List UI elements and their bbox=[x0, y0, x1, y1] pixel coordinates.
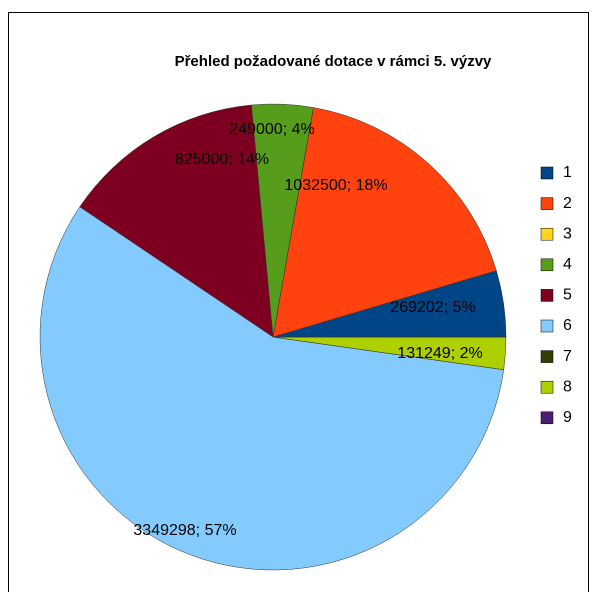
legend-label: 4 bbox=[563, 256, 572, 273]
legend-label: 5 bbox=[563, 287, 572, 304]
chart-title: Přehled požadované dotace v rámci 5. výz… bbox=[175, 53, 492, 70]
legend-label: 3 bbox=[563, 225, 572, 242]
pie-slice bbox=[39, 206, 504, 571]
legend-swatch bbox=[540, 319, 554, 333]
chart-frame bbox=[8, 12, 589, 592]
data-label: 131249; 2% bbox=[397, 345, 482, 362]
pie-slice bbox=[79, 104, 274, 338]
data-label: 3349298; 57% bbox=[133, 522, 236, 539]
data-label: 1032500; 18% bbox=[284, 177, 387, 194]
legend-swatch bbox=[540, 289, 554, 302]
legend-label: 6 bbox=[563, 317, 572, 334]
legend-label: 1 bbox=[563, 164, 572, 181]
data-label: 249000; 4% bbox=[229, 121, 314, 138]
legend-label: 8 bbox=[563, 378, 572, 395]
legend-swatch bbox=[540, 411, 554, 425]
legend-swatch bbox=[540, 258, 554, 272]
legend-swatch bbox=[540, 166, 554, 180]
pie-slice bbox=[272, 107, 497, 338]
legend-swatch bbox=[540, 197, 554, 210]
legend-swatch bbox=[540, 350, 554, 363]
legend-label: 2 bbox=[563, 195, 572, 212]
data-label: 825000; 14% bbox=[175, 151, 269, 168]
data-label: 269202; 5% bbox=[390, 299, 475, 316]
legend-swatch bbox=[540, 227, 554, 241]
legend-swatch bbox=[540, 380, 554, 394]
legend-label: 9 bbox=[563, 409, 572, 426]
legend-label: 7 bbox=[563, 348, 572, 365]
